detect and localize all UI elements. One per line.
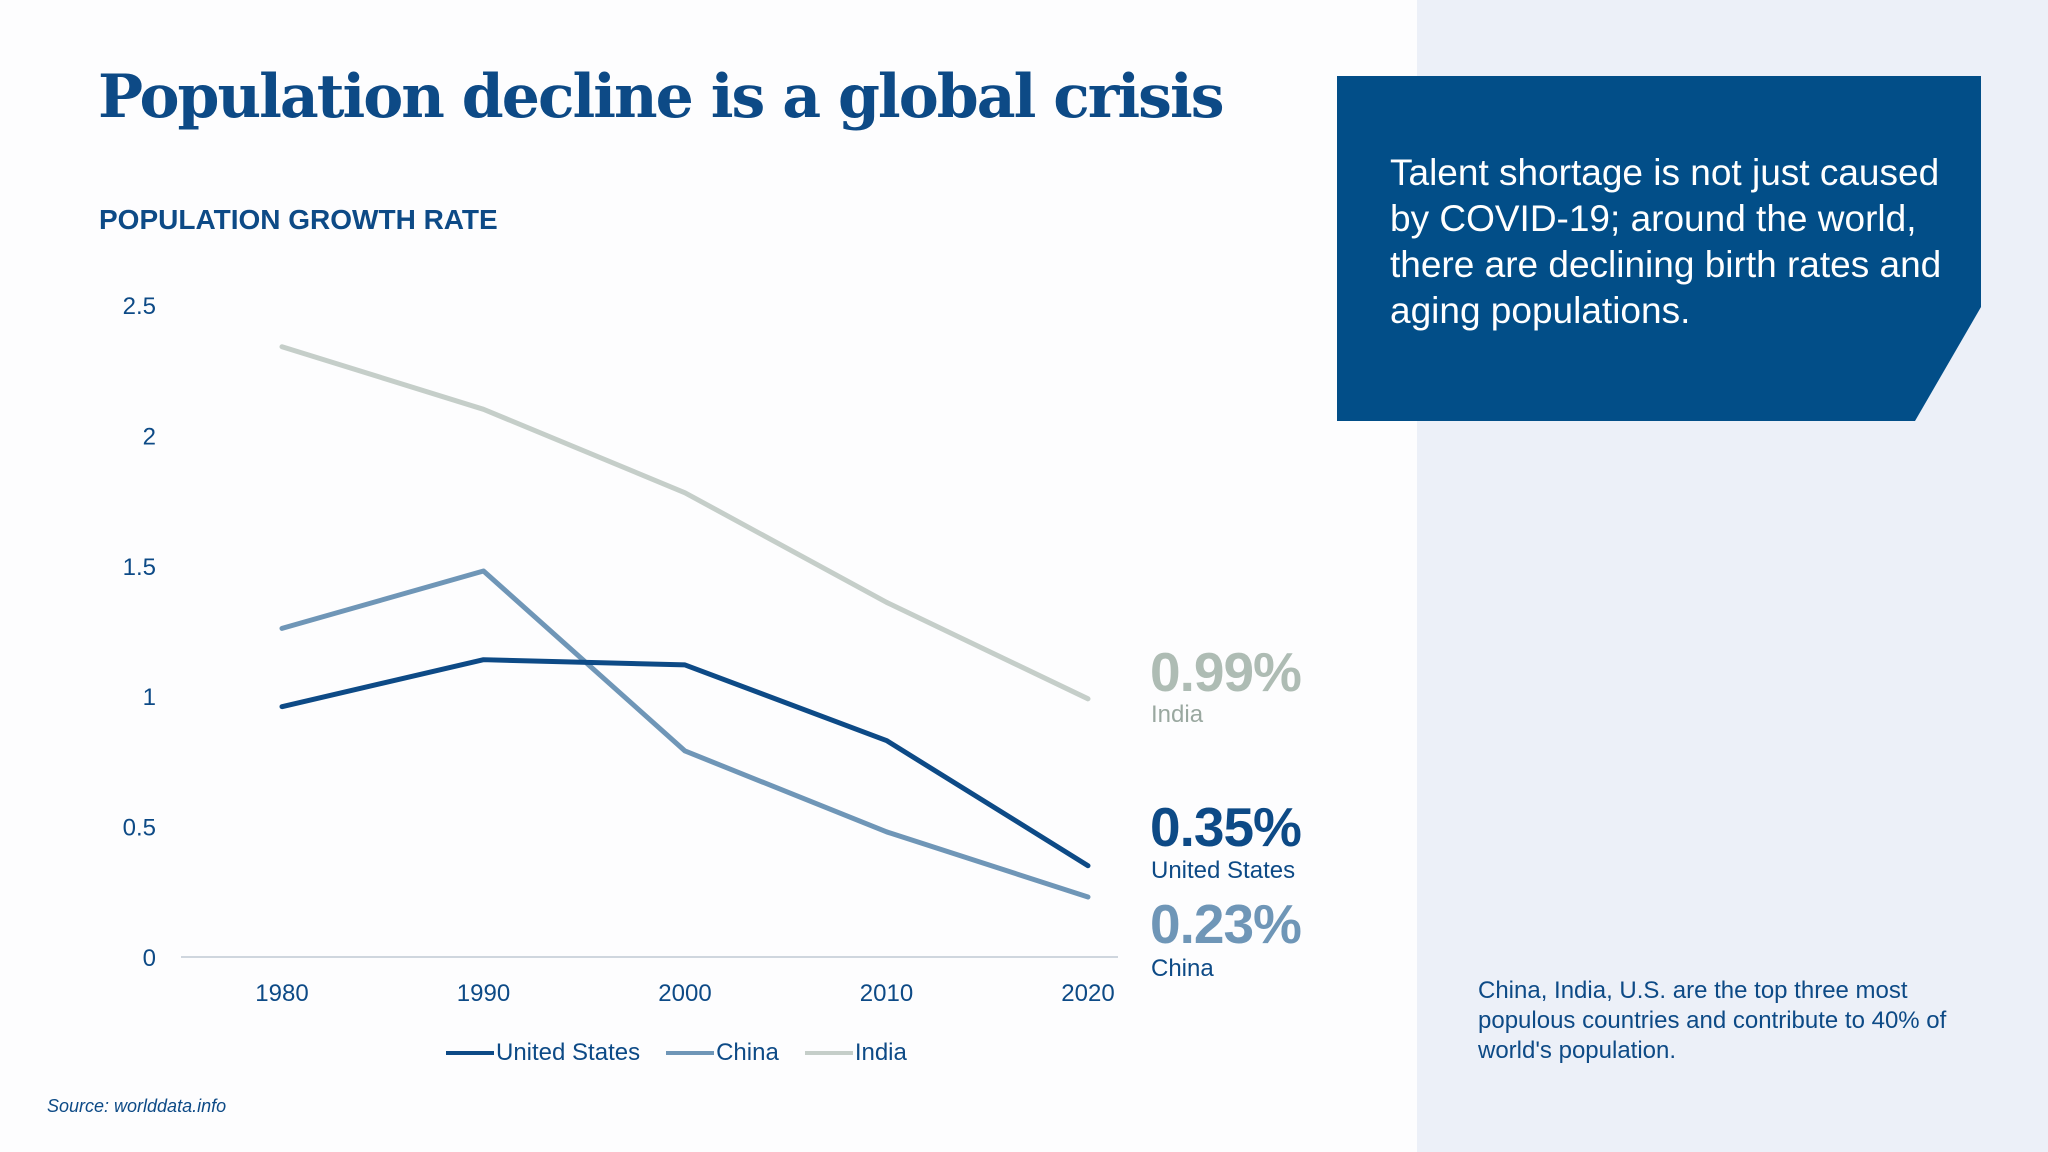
callout-text: Talent shortage is not just caused by CO…	[1390, 152, 1942, 331]
x-tick-label: 2000	[658, 980, 711, 1007]
legend-item-china: China	[666, 1039, 779, 1067]
end-value-india: 0.99%	[1150, 641, 1302, 703]
legend-item-united-states: United States	[446, 1039, 640, 1067]
legend-label: United States	[496, 1039, 641, 1066]
y-tick-label: 2.5	[123, 293, 156, 320]
legend-label: China	[716, 1039, 779, 1066]
series-line-india	[279, 344, 1091, 702]
legend-swatch	[446, 1051, 494, 1055]
x-tick-label: 1990	[457, 980, 510, 1007]
end-label-united-states: United States	[1151, 857, 1296, 884]
end-label-china: China	[1151, 955, 1214, 982]
series-line-china	[279, 568, 1091, 900]
source-citation: Source: worlddata.info	[47, 1096, 227, 1116]
y-tick-label: 1.5	[123, 554, 156, 581]
end-value-china: 0.23%	[1150, 893, 1302, 955]
y-tick-label: 0.5	[123, 815, 156, 842]
chart-legend: United States China India	[446, 1039, 907, 1067]
callout-box	[1337, 76, 1981, 421]
x-tick-label: 2020	[1061, 980, 1114, 1007]
legend-swatch	[804, 1051, 853, 1055]
line-chart: 0 0.5 1 1.5 2 2.5 1980 1990 2000 2010 2020	[123, 293, 1118, 1007]
page-title: Population decline is a global crisis	[98, 62, 1225, 132]
footnote: China, India, U.S. are the top three mos…	[1478, 977, 1947, 1064]
x-tick-label: 1980	[255, 980, 308, 1007]
series-line-united-states	[279, 657, 1091, 869]
chart-title: POPULATION GROWTH RATE	[99, 204, 498, 235]
legend-item-india: India	[804, 1039, 907, 1067]
y-tick-label: 2	[143, 423, 156, 450]
y-tick-label: 0	[143, 945, 156, 972]
end-value-united-states: 0.35%	[1150, 796, 1302, 858]
legend-label: India	[854, 1039, 907, 1066]
y-tick-label: 1	[143, 684, 156, 711]
legend-swatch	[666, 1051, 715, 1055]
x-tick-label: 2010	[860, 980, 913, 1007]
end-label-india: India	[1151, 701, 1204, 728]
